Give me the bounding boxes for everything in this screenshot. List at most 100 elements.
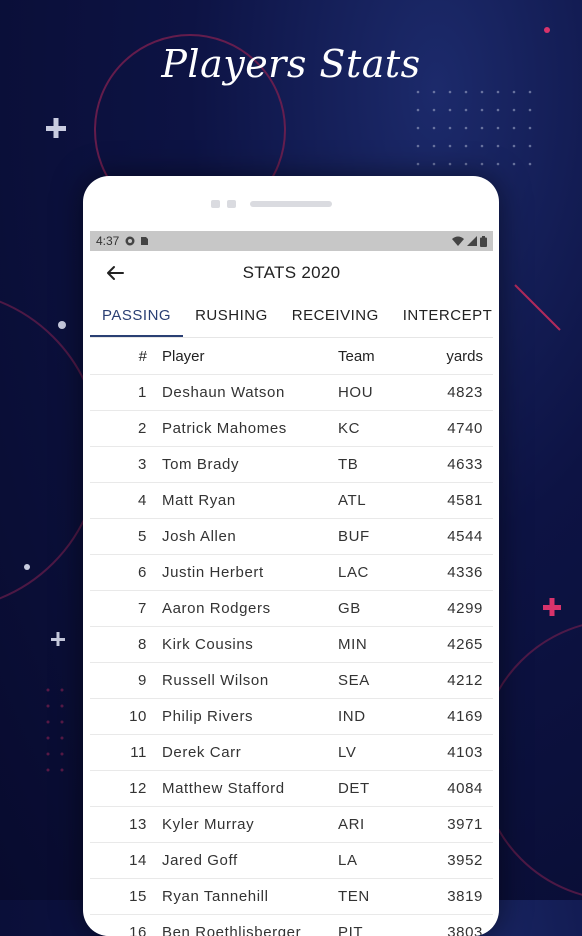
team-cell: LAC	[337, 555, 419, 591]
page-headline: Players Stats	[0, 42, 582, 86]
signal-icon	[467, 236, 477, 246]
rank-cell: 10	[90, 699, 161, 735]
team-cell: LV	[337, 735, 419, 771]
player-name-cell: Patrick Mahomes	[161, 411, 337, 447]
phone-notch	[83, 200, 499, 212]
rank-cell: 12	[90, 771, 161, 807]
yards-cell: 4633	[419, 447, 493, 483]
rank-cell: 6	[90, 555, 161, 591]
app-bar: STATS 2020	[90, 251, 493, 295]
tab-interceptions[interactable]: INTERCEPTI	[391, 295, 493, 337]
rank-cell: 2	[90, 411, 161, 447]
yards-cell: 4103	[419, 735, 493, 771]
team-cell: PIT	[337, 915, 419, 936]
team-cell: ARI	[337, 807, 419, 843]
rank-cell: 3	[90, 447, 161, 483]
team-cell: SEA	[337, 663, 419, 699]
app-screen: 4:37 STATS 2020 PASSING RUSHING RECEIVIN…	[90, 231, 493, 936]
player-name-cell: Josh Allen	[161, 519, 337, 555]
team-cell: BUF	[337, 519, 419, 555]
yards-cell: 4336	[419, 555, 493, 591]
player-name-cell: Justin Herbert	[161, 555, 337, 591]
yards-cell: 4169	[419, 699, 493, 735]
player-name-cell: Deshaun Watson	[161, 375, 337, 411]
player-name-cell: Russell Wilson	[161, 663, 337, 699]
player-name-cell: Aaron Rodgers	[161, 591, 337, 627]
status-icons	[452, 236, 487, 247]
table-header-row: # Player Team yards	[90, 338, 493, 375]
status-time: 4:37	[96, 234, 119, 248]
yards-cell: 3819	[419, 879, 493, 915]
team-cell: HOU	[337, 375, 419, 411]
team-cell: DET	[337, 771, 419, 807]
player-name-cell: Philip Rivers	[161, 699, 337, 735]
rank-cell: 8	[90, 627, 161, 663]
player-name-cell: Kirk Cousins	[161, 627, 337, 663]
sd-card-icon	[139, 236, 149, 246]
phone-frame: 4:37 STATS 2020 PASSING RUSHING RECEIVIN…	[83, 176, 499, 936]
battery-icon	[480, 236, 487, 247]
notch-dot	[227, 200, 236, 208]
arrow-left-icon[interactable]	[104, 262, 126, 284]
player-name-cell: Ryan Tannehill	[161, 879, 337, 915]
yards-cell: 3971	[419, 807, 493, 843]
yards-cell: 4265	[419, 627, 493, 663]
player-name-cell: Jared Goff	[161, 843, 337, 879]
stats-tabs: PASSING RUSHING RECEIVING INTERCEPTI	[90, 295, 493, 338]
yards-cell: 4084	[419, 771, 493, 807]
rank-cell: 11	[90, 735, 161, 771]
notch-dot	[211, 200, 220, 208]
team-cell: MIN	[337, 627, 419, 663]
yards-cell: 4581	[419, 483, 493, 519]
player-name-cell: Kyler Murray	[161, 807, 337, 843]
tab-passing[interactable]: PASSING	[90, 295, 183, 337]
column-header-player[interactable]: Player	[161, 338, 337, 375]
yards-cell: 4544	[419, 519, 493, 555]
yards-cell: 3803	[419, 915, 493, 936]
player-name-cell: Ben Roethlisberger	[161, 915, 337, 936]
rank-cell: 9	[90, 663, 161, 699]
team-cell: ATL	[337, 483, 419, 519]
column-header-team[interactable]: Team	[337, 338, 419, 375]
rank-cell: 13	[90, 807, 161, 843]
tab-rushing[interactable]: RUSHING	[183, 295, 280, 337]
status-bar: 4:37	[90, 231, 493, 251]
column-header-yards[interactable]: yards	[419, 338, 493, 375]
rank-cell: 14	[90, 843, 161, 879]
tab-receiving[interactable]: RECEIVING	[280, 295, 391, 337]
yards-cell: 4299	[419, 591, 493, 627]
notch-speaker	[250, 201, 332, 207]
player-name-cell: Derek Carr	[161, 735, 337, 771]
yards-cell: 4823	[419, 375, 493, 411]
rank-cell: 16	[90, 915, 161, 936]
team-cell: LA	[337, 843, 419, 879]
rank-cell: 1	[90, 375, 161, 411]
yards-cell: 4740	[419, 411, 493, 447]
team-cell: GB	[337, 591, 419, 627]
player-name-cell: Matthew Stafford	[161, 771, 337, 807]
team-cell: KC	[337, 411, 419, 447]
page-title: STATS 2020	[90, 263, 493, 283]
rank-cell: 7	[90, 591, 161, 627]
player-name-cell: Matt Ryan	[161, 483, 337, 519]
column-header-rank[interactable]: #	[90, 338, 161, 375]
wifi-icon	[452, 236, 464, 246]
yards-cell: 4212	[419, 663, 493, 699]
